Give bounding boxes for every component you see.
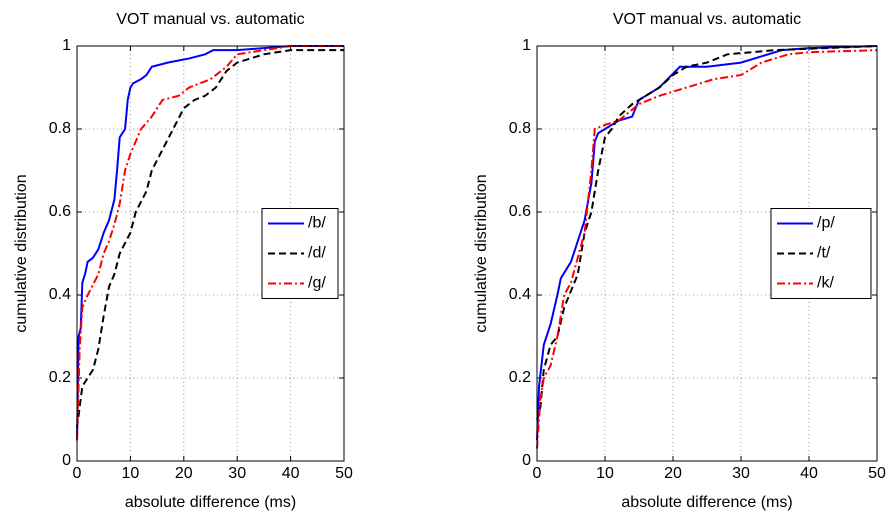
series-line: [76, 45, 344, 441]
series-line: [536, 45, 878, 420]
legend-label: /t/: [817, 245, 831, 262]
y-tick-label: 1: [522, 37, 531, 54]
axes-frame: [76, 45, 345, 462]
series-line: [536, 45, 878, 441]
y-tick-label: 0: [522, 452, 531, 469]
x-tick-label: 50: [868, 465, 886, 482]
legend-label: /d/: [308, 245, 326, 262]
series-line: [76, 49, 344, 428]
legend-label: /k/: [817, 275, 834, 292]
series-line: [76, 45, 344, 441]
x-tick-label: 0: [73, 465, 82, 482]
y-tick-label: 0.4: [509, 286, 531, 303]
chart-title: VOT manual vs. automatic: [613, 11, 801, 28]
y-tick-label: 0.6: [49, 203, 71, 220]
y-axis-label: cumulative distribution: [473, 174, 490, 332]
x-axis-label: absolute difference (ms): [621, 494, 792, 511]
y-tick-label: 0.8: [509, 120, 531, 137]
x-tick-label: 20: [175, 465, 193, 482]
x-tick-label: 20: [664, 465, 682, 482]
series-line: [536, 49, 878, 449]
x-axis-label: absolute difference (ms): [125, 494, 296, 511]
y-tick-label: 0.6: [509, 203, 531, 220]
x-tick-label: 30: [732, 465, 750, 482]
x-tick-label: 40: [800, 465, 818, 482]
x-tick-label: 0: [533, 465, 542, 482]
y-tick-label: 1: [62, 37, 71, 54]
y-tick-label: 0.2: [49, 369, 71, 386]
x-tick-label: 50: [335, 465, 353, 482]
legend-label: /g/: [308, 275, 326, 292]
axes-frame: [536, 45, 878, 462]
y-axis-label: cumulative distribution: [13, 174, 30, 332]
chart-title: VOT manual vs. automatic: [116, 11, 304, 28]
x-tick-label: 10: [122, 465, 140, 482]
x-tick-label: 40: [282, 465, 300, 482]
legend-label: /b/: [308, 215, 326, 232]
y-tick-label: 0.2: [509, 369, 531, 386]
y-tick-label: 0.8: [49, 120, 71, 137]
x-tick-label: 30: [228, 465, 246, 482]
x-tick-label: 10: [596, 465, 614, 482]
y-tick-label: 0: [62, 452, 71, 469]
y-tick-label: 0.4: [49, 286, 71, 303]
legend-label: /p/: [817, 215, 835, 232]
